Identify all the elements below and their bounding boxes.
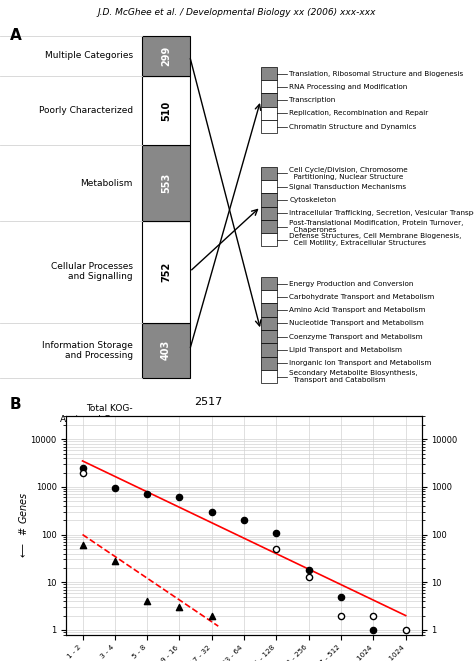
Point — [208, 506, 216, 517]
Point — [273, 543, 280, 554]
Bar — [142, 36, 190, 76]
Bar — [261, 107, 277, 120]
Bar — [261, 330, 277, 344]
Bar — [261, 233, 277, 247]
Text: Metabolism: Metabolism — [81, 178, 133, 188]
Bar — [261, 317, 277, 330]
Text: 299: 299 — [161, 46, 171, 66]
Point — [176, 602, 183, 613]
Text: B: B — [9, 397, 21, 412]
Text: J.D. McGhee et al. / Developmental Biology xx (2006) xxx-xxx: J.D. McGhee et al. / Developmental Biolo… — [98, 8, 376, 17]
Point — [305, 564, 312, 575]
Text: Post-Translational Modification, Protein Turnover,
  Chaperones: Post-Translational Modification, Protein… — [289, 220, 464, 233]
Point — [79, 540, 86, 551]
Point — [370, 610, 377, 621]
Point — [208, 610, 216, 621]
Text: Coenzyme Transport and Metabolism: Coenzyme Transport and Metabolism — [289, 334, 423, 340]
Point — [273, 527, 280, 538]
Text: Nucleotide Transport and Metabolism: Nucleotide Transport and Metabolism — [289, 321, 424, 327]
Point — [143, 489, 151, 500]
Text: Signal Transduction Mechanisms: Signal Transduction Mechanisms — [289, 184, 406, 190]
Bar — [261, 303, 277, 317]
Text: Total KOG-
Assigned Genes: Total KOG- Assigned Genes — [60, 404, 133, 424]
Text: 2517: 2517 — [194, 397, 223, 407]
Text: Replication, Recombination and Repair: Replication, Recombination and Repair — [289, 110, 428, 116]
Text: Poorly Characterized: Poorly Characterized — [38, 106, 133, 115]
Text: Cell Cycle/Division, Chromosome
  Partitioning, Nuclear Structure: Cell Cycle/Division, Chromosome Partitio… — [289, 167, 408, 180]
Bar — [261, 93, 277, 107]
Bar — [261, 277, 277, 290]
Text: Energy Production and Conversion: Energy Production and Conversion — [289, 280, 413, 286]
Point — [337, 610, 345, 621]
Bar — [261, 370, 277, 383]
Text: Secondary Metabolite Biosynthesis,
  Transport and Catabolism: Secondary Metabolite Biosynthesis, Trans… — [289, 370, 418, 383]
Point — [240, 515, 248, 525]
Bar — [261, 220, 277, 233]
Text: 403: 403 — [161, 340, 171, 360]
Bar — [142, 221, 190, 323]
Point — [111, 556, 118, 566]
Text: Defense Structures, Cell Membrane Biogenesis,
  Cell Motility, Extracellular Str: Defense Structures, Cell Membrane Biogen… — [289, 233, 462, 247]
Text: Transcription: Transcription — [289, 97, 336, 103]
Bar — [261, 206, 277, 220]
Bar — [261, 344, 277, 357]
Text: Intracellular Trafficking, Secretion, Vesicular Transport: Intracellular Trafficking, Secretion, Ve… — [289, 210, 474, 216]
Text: A: A — [9, 28, 21, 43]
Point — [305, 572, 312, 582]
Point — [402, 625, 410, 635]
Text: Carbohydrate Transport and Metabolism: Carbohydrate Transport and Metabolism — [289, 294, 434, 300]
Text: Chromatin Structure and Dynamics: Chromatin Structure and Dynamics — [289, 124, 416, 130]
Text: Information Storage
and Processing: Information Storage and Processing — [42, 340, 133, 360]
Bar — [142, 145, 190, 221]
Point — [143, 596, 151, 607]
Point — [111, 483, 118, 493]
Point — [79, 463, 86, 473]
Text: 553: 553 — [161, 173, 171, 193]
Bar — [261, 357, 277, 370]
Bar — [142, 76, 190, 145]
Text: Translation, Ribosomal Structure and Biogenesis: Translation, Ribosomal Structure and Bio… — [289, 71, 464, 77]
Text: Amino Acid Transport and Metabolism: Amino Acid Transport and Metabolism — [289, 307, 426, 313]
Text: RNA Processing and Modification: RNA Processing and Modification — [289, 84, 407, 90]
Bar — [261, 167, 277, 180]
Point — [370, 625, 377, 635]
Bar — [261, 80, 277, 93]
Bar — [261, 67, 277, 80]
Y-axis label: $\longleftarrow$  # Genes: $\longleftarrow$ # Genes — [17, 492, 29, 559]
Bar — [142, 323, 190, 377]
Text: Inorganic Ion Transport and Metabolism: Inorganic Ion Transport and Metabolism — [289, 360, 431, 366]
Text: Lipid Transport and Metabolism: Lipid Transport and Metabolism — [289, 347, 402, 353]
Text: 752: 752 — [161, 262, 171, 282]
Point — [337, 592, 345, 602]
Bar — [261, 180, 277, 193]
Text: Multiple Categories: Multiple Categories — [45, 52, 133, 60]
Bar — [261, 193, 277, 206]
Bar — [261, 120, 277, 134]
Bar — [261, 290, 277, 303]
Text: Cytoskeleton: Cytoskeleton — [289, 197, 336, 203]
Point — [176, 492, 183, 503]
Text: 510: 510 — [161, 100, 171, 121]
Text: Cellular Processes
and Signalling: Cellular Processes and Signalling — [51, 262, 133, 282]
Point — [79, 467, 86, 478]
